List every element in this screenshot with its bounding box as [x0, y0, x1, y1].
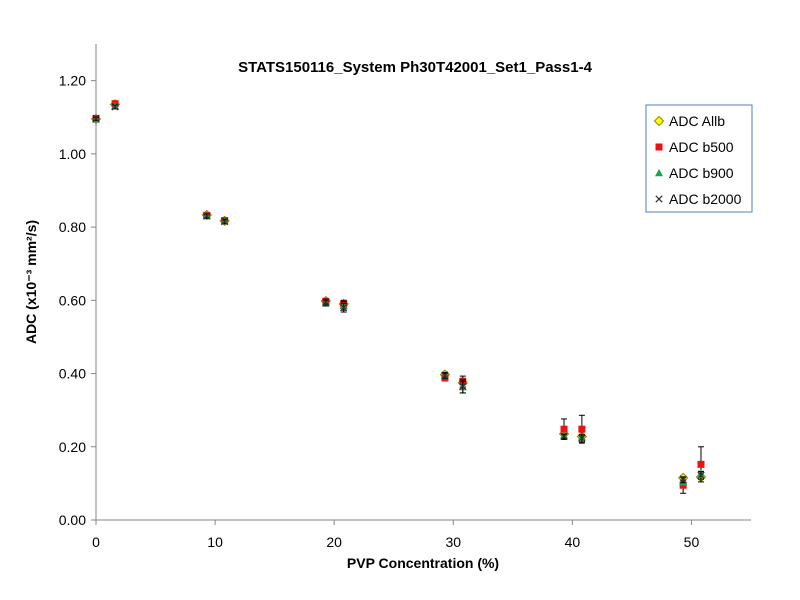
x-tick-label: 50 — [684, 534, 700, 550]
legend-box — [645, 104, 753, 213]
y-tick-label: 0.40 — [59, 366, 86, 382]
legend-marker — [655, 169, 663, 177]
data-point — [459, 382, 467, 391]
y-tick-label: 0.80 — [59, 219, 86, 235]
data-point — [697, 471, 705, 479]
x-tick-label: 20 — [326, 534, 342, 550]
axes: 0.00 0.20 0.40 0.60 0.80 1.00 1.20 0 10 20 30 40 50 — [59, 44, 751, 550]
data-point — [441, 371, 449, 380]
plot-area — [90, 99, 707, 494]
data-point — [679, 476, 687, 484]
data-point — [92, 115, 100, 123]
series-adc-b2000 — [92, 103, 705, 484]
x-tick-label: 40 — [565, 534, 581, 550]
legend: ADC Allb ADC b500 ADC b900 ADC b2000 — [645, 104, 753, 213]
data-point — [220, 217, 229, 226]
data-point — [560, 425, 568, 433]
data-point — [560, 432, 568, 441]
legend-label: ADC b500 — [669, 139, 734, 155]
legend-label: ADC Allb — [669, 113, 725, 129]
data-point — [203, 212, 211, 220]
series-adc-b900 — [92, 102, 705, 486]
x-axis-title: PVP Concentration (%) — [347, 555, 499, 571]
y-axis-title: ADC (x10⁻³ mm²/s) — [23, 220, 39, 344]
series-adc-b500 — [92, 100, 705, 494]
x-tick-label: 10 — [207, 534, 223, 550]
legend-marker — [655, 143, 663, 151]
y-tick-label: 0.00 — [59, 512, 86, 528]
data-point — [111, 103, 119, 111]
x-tick-label: 0 — [92, 534, 100, 550]
data-point — [697, 460, 705, 468]
data-point — [340, 303, 348, 312]
legend-marker — [655, 195, 663, 203]
y-tick-label: 0.60 — [59, 292, 86, 308]
legend-label: ADC b900 — [669, 165, 734, 181]
y-tick-label: 1.00 — [59, 146, 86, 162]
chart-title: STATS150116_System Ph30T42001_Set1_Pass1… — [238, 59, 593, 76]
y-tick-label: 0.20 — [59, 439, 86, 455]
data-point — [322, 298, 330, 306]
data-point — [578, 434, 586, 443]
legend-marker — [653, 115, 665, 127]
y-tick-label: 1.20 — [59, 73, 86, 89]
legend-label: ADC b2000 — [669, 191, 742, 207]
series-adc-allb — [90, 99, 707, 484]
x-tick-label: 30 — [445, 534, 461, 550]
data-point — [578, 425, 586, 433]
